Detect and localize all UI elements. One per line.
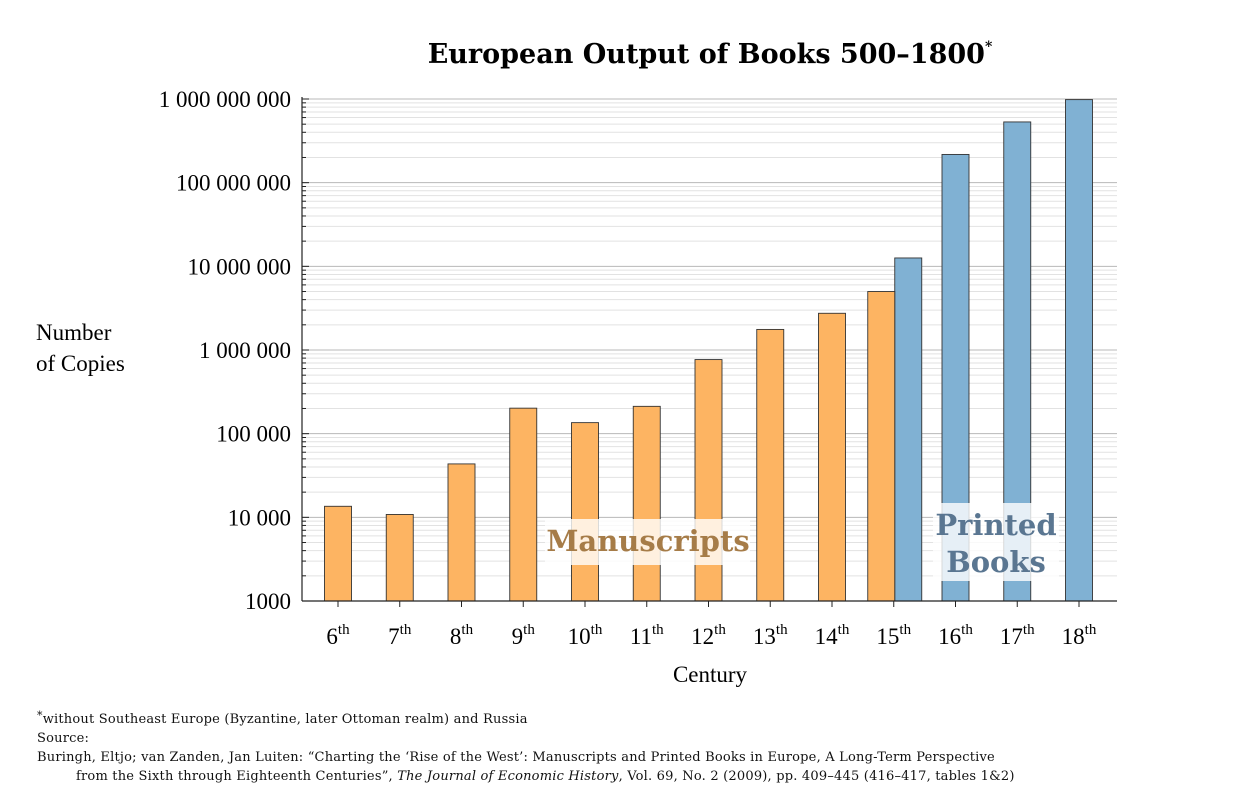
x-tick-label-number: 13 bbox=[753, 624, 776, 649]
footnote: *without Southeast Europe (Byzantine, la… bbox=[37, 706, 1252, 729]
source-citation-line-1: Buringh, Eltjo; van Zanden, Jan Luiten: … bbox=[37, 750, 995, 765]
x-tick-label-number: 11 bbox=[630, 624, 652, 649]
source-citation-line-2: from the Sixth through Eighteenth Centur… bbox=[37, 767, 1252, 786]
x-tick-label-17: 17th bbox=[1000, 622, 1035, 649]
x-tick-label-suffix: th bbox=[714, 622, 726, 638]
x-axis-label: Century bbox=[673, 662, 748, 687]
x-tick-label-suffix: th bbox=[1023, 622, 1035, 638]
x-tick-label-number: 17 bbox=[1000, 624, 1023, 649]
bar-manuscripts-14 bbox=[818, 312, 846, 602]
x-tick-label-number: 6 bbox=[326, 624, 338, 649]
x-tick-label-12: 12th bbox=[691, 622, 726, 649]
x-tick-label-10: 10th bbox=[568, 622, 603, 649]
chart-title-marker: * bbox=[985, 39, 993, 55]
footnote-marker: * bbox=[37, 709, 43, 722]
x-tick-label-suffix: th bbox=[338, 622, 350, 638]
x-tick-label-number: 12 bbox=[691, 624, 714, 649]
chart-title-text: European Output of Books 500–1800 bbox=[428, 39, 985, 70]
bar-manuscripts-15 bbox=[867, 291, 896, 602]
x-tick-label-15: 15th bbox=[876, 622, 911, 649]
bar-manuscripts-9 bbox=[509, 407, 538, 602]
x-tick-label-number: 10 bbox=[568, 624, 591, 649]
x-tick-label-suffix: th bbox=[776, 622, 788, 638]
y-tick-label: 1 000 000 000 bbox=[159, 87, 291, 112]
x-tick-label-suffix: th bbox=[1085, 622, 1097, 638]
x-tick-label-7: 7th bbox=[388, 622, 412, 649]
axes bbox=[301, 97, 1117, 607]
chart-title: European Output of Books 500–1800* bbox=[428, 39, 993, 70]
x-tick-label-9: 9th bbox=[512, 622, 536, 649]
source-journal: The Journal of Economic History bbox=[397, 769, 619, 784]
bar-manuscripts-10 bbox=[571, 422, 599, 602]
x-tick-label-suffix: th bbox=[961, 622, 973, 638]
x-tick-label-16: 16th bbox=[938, 622, 973, 649]
x-tick-label-14: 14th bbox=[815, 622, 850, 649]
x-tick-label-6: 6th bbox=[326, 622, 350, 649]
y-tick-label: 10 000 bbox=[228, 505, 291, 530]
x-tick-label-suffix: th bbox=[899, 622, 911, 638]
y-axis-label-line-2: of Copies bbox=[36, 351, 125, 376]
x-tick-label-suffix: th bbox=[591, 622, 603, 638]
x-tick-label-number: 14 bbox=[815, 624, 839, 649]
y-axis-label: Number of Copies bbox=[36, 320, 125, 376]
source-citation-post: , Vol. 69, No. 2 (2009), pp. 409–445 (41… bbox=[618, 769, 1015, 784]
tick-labels: 6th 7th 8th 9th 10th 11th 12th 13th 14th 15th 16th… bbox=[159, 87, 1097, 649]
annotation-manuscripts-box bbox=[545, 519, 750, 565]
bar-manuscripts-11 bbox=[632, 405, 661, 602]
bar-printed-books-18 bbox=[1065, 99, 1093, 602]
bar-manuscripts-13 bbox=[756, 328, 785, 602]
x-tick-label-number: 7 bbox=[388, 624, 400, 649]
x-tick-label-number: 9 bbox=[512, 624, 524, 649]
x-tick-label-suffix: th bbox=[400, 622, 412, 638]
annotation-manuscripts: Manuscripts bbox=[546, 524, 749, 558]
x-tick-label-number: 18 bbox=[1062, 624, 1085, 649]
y-tick-label: 1 000 000 bbox=[199, 338, 291, 363]
y-tick-label: 1000 bbox=[245, 589, 291, 614]
source-citation-pre: from the Sixth through Eighteenth Centur… bbox=[76, 769, 393, 784]
x-tick-label-suffix: th bbox=[523, 622, 535, 638]
x-tick-label-11: 11th bbox=[630, 622, 664, 649]
x-tick-label-number: 16 bbox=[938, 624, 961, 649]
y-tick-label: 100 000 bbox=[216, 422, 291, 447]
x-tick-label-number: 8 bbox=[450, 624, 462, 649]
x-tick-label-number: 15 bbox=[876, 624, 899, 649]
x-tick-label-18: 18th bbox=[1062, 622, 1097, 649]
chart: 6th 7th 8th 9th 10th 11th 12th 13th 14th 15th 16th… bbox=[36, 39, 1117, 687]
y-axis-label-line-1: Number bbox=[36, 320, 112, 345]
x-tick-label-13: 13th bbox=[753, 622, 788, 649]
bar-manuscripts-8 bbox=[447, 463, 476, 602]
bar-printed-books-15 bbox=[894, 257, 923, 602]
x-tick-label-suffix: th bbox=[652, 622, 664, 638]
footnote-text: without Southeast Europe (Byzantine, lat… bbox=[42, 712, 528, 727]
y-tick-label: 100 000 000 bbox=[176, 171, 291, 196]
annotation-printed-books-box bbox=[933, 503, 1059, 581]
x-tick-label-suffix: th bbox=[461, 622, 473, 638]
x-tick-label-8: 8th bbox=[450, 622, 474, 649]
bar-manuscripts-6 bbox=[324, 505, 352, 602]
annotation-printed-books-line-1: Printed bbox=[935, 508, 1056, 542]
source-label: Source: bbox=[37, 731, 90, 746]
x-tick-label-suffix: th bbox=[838, 622, 850, 638]
footer: *without Southeast Europe (Byzantine, la… bbox=[37, 706, 1252, 786]
bar-manuscripts-7 bbox=[385, 514, 414, 602]
y-tick-label: 10 000 000 bbox=[188, 254, 292, 279]
annotation-printed-books-line-2: Books bbox=[946, 545, 1046, 579]
